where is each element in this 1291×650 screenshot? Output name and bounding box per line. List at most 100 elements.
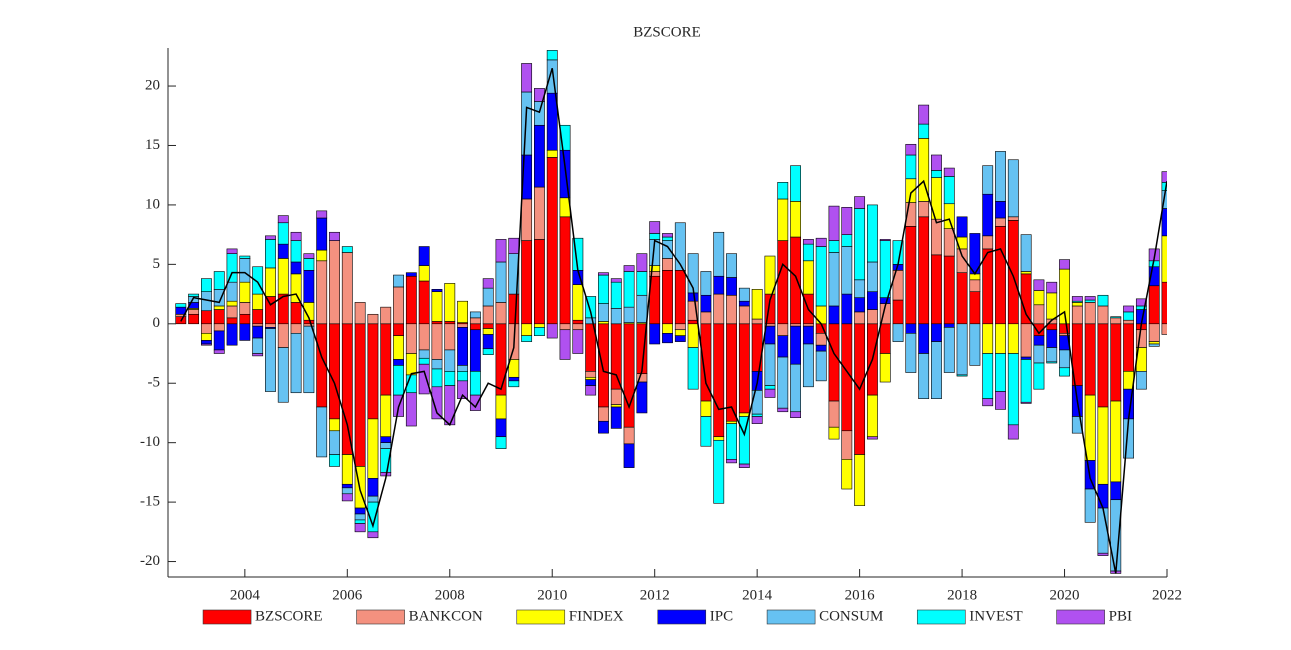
bar-segment <box>1110 481 1122 501</box>
y-tick-label: 0 <box>153 315 161 331</box>
bar-segment <box>828 323 840 402</box>
bar-segment <box>700 294 712 313</box>
bar-segment <box>1059 367 1070 377</box>
bar-segment <box>418 363 430 395</box>
bar-segment <box>303 258 315 271</box>
bar-segment <box>918 353 930 399</box>
bar-segment <box>1059 259 1070 270</box>
bar-segment <box>726 294 737 325</box>
bar-segment <box>393 274 404 288</box>
bar-segment <box>290 261 302 275</box>
legend-label: IPC <box>710 608 733 624</box>
x-tick-label: 2006 <box>332 587 363 603</box>
bar-segment <box>213 289 225 307</box>
bar-segment <box>482 348 494 356</box>
bar-segment <box>598 406 609 422</box>
bar-segment <box>201 310 212 325</box>
bar-segment <box>751 390 763 415</box>
bar-segment <box>277 347 289 403</box>
bar-segment <box>1148 343 1160 347</box>
chart-title: BZSCORE <box>633 24 701 40</box>
bar-segment <box>1148 285 1160 325</box>
bar-segment <box>610 281 622 309</box>
bar-segment <box>303 319 315 325</box>
bar-segment <box>982 353 994 399</box>
bar-segment <box>457 380 469 399</box>
bar-segment <box>380 306 392 325</box>
bar-segment <box>726 423 737 460</box>
bar-segment <box>226 305 238 319</box>
bar-segment <box>175 303 187 308</box>
bar-segment <box>738 305 750 325</box>
bar-segment <box>713 231 725 277</box>
bar-segment <box>469 311 481 319</box>
bar-segment <box>841 293 853 325</box>
y-tick-label: -5 <box>148 375 161 391</box>
bar-segment <box>252 293 264 310</box>
bar-segment <box>431 359 443 370</box>
bar-segment <box>1161 208 1167 237</box>
bar-segment <box>918 123 930 139</box>
bar-segment <box>226 300 238 307</box>
bar-segment <box>444 349 456 372</box>
bar-segment <box>662 323 673 334</box>
bar-segment <box>982 398 994 407</box>
bar-segment <box>598 321 609 325</box>
bar-segment <box>1007 159 1019 218</box>
bar-segment <box>713 436 725 441</box>
bar-segment <box>508 293 520 325</box>
bar-segment <box>1097 552 1109 556</box>
bar-segment <box>226 253 238 283</box>
legend-swatch <box>766 609 816 625</box>
bar-segment <box>674 323 686 331</box>
bar-segment <box>995 201 1006 219</box>
bar-segment <box>1161 182 1167 191</box>
bar-segment <box>303 323 315 327</box>
bar-segment <box>559 216 571 325</box>
bar-segment <box>1020 359 1032 403</box>
bar-segment <box>418 349 430 359</box>
bar-segment <box>1007 323 1019 354</box>
bar-segment <box>790 363 802 413</box>
bar-segment <box>931 154 942 171</box>
bar-segment <box>1084 296 1096 301</box>
bar-segment <box>1123 305 1135 313</box>
bar-segment <box>751 413 763 417</box>
bar-segment <box>329 240 340 325</box>
bar-segment <box>1110 400 1122 483</box>
bar-segment <box>623 323 635 428</box>
bar-segment <box>559 124 571 151</box>
x-tick-label: 2008 <box>435 587 465 603</box>
x-tick-label: 2004 <box>230 587 261 603</box>
bar-segment <box>1097 483 1109 509</box>
bar-segment <box>521 63 533 93</box>
bar-segment <box>1135 371 1147 390</box>
bar-segment <box>777 240 789 325</box>
bar-segment <box>303 253 315 259</box>
bar-segment <box>1071 305 1083 325</box>
bar-segment <box>457 323 469 328</box>
bar-segment <box>188 309 200 315</box>
bar-segment <box>380 323 392 396</box>
bar-segment <box>418 265 430 282</box>
bar-segment <box>943 323 955 328</box>
bar-segment <box>649 221 661 234</box>
bar-segment <box>905 143 917 156</box>
y-tick-label: 15 <box>145 137 160 153</box>
bar-segment <box>956 374 968 377</box>
bar-segment <box>1033 290 1045 306</box>
bar-segment <box>341 487 353 495</box>
bar-segment <box>508 376 520 382</box>
bar-segment <box>738 416 750 465</box>
bar-segment <box>995 323 1006 354</box>
bar-segment <box>866 261 878 292</box>
bar-segment <box>790 411 802 419</box>
bar-segment <box>1123 323 1135 372</box>
bar-segment <box>751 318 763 325</box>
bar-segment <box>533 327 545 336</box>
bar-segment <box>802 343 814 388</box>
bar-segment <box>866 291 878 310</box>
bar-segment <box>469 317 481 325</box>
bar-segment <box>354 507 366 515</box>
bar-segment <box>879 353 891 383</box>
